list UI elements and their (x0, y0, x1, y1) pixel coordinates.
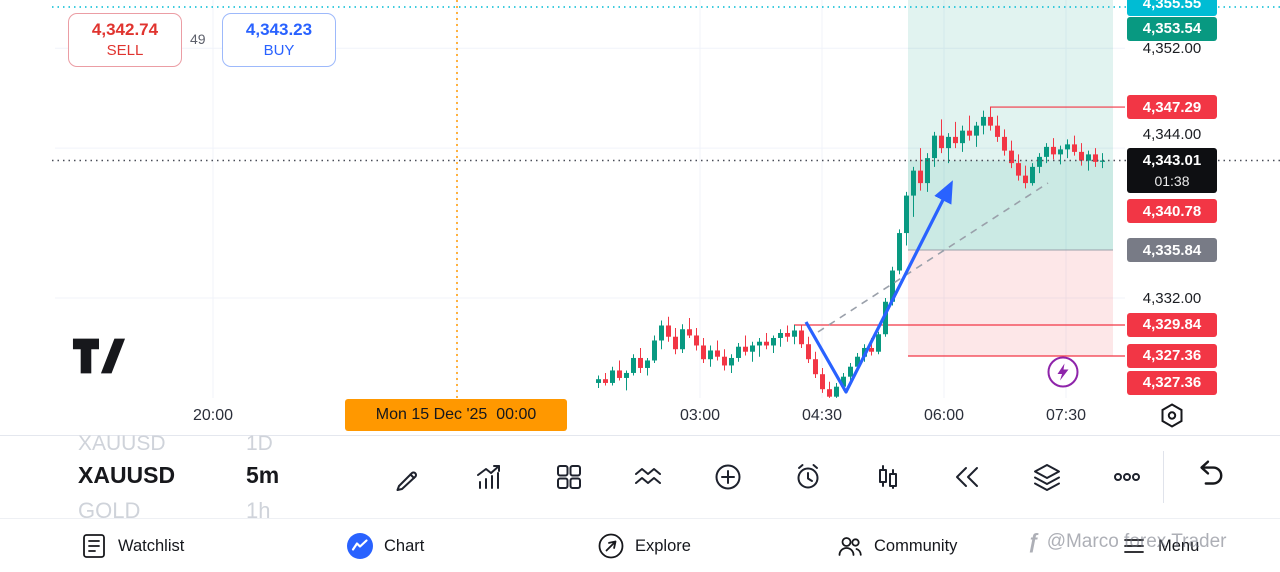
sell-label: SELL (106, 42, 144, 60)
community-icon (838, 537, 862, 556)
chart-icon (347, 533, 373, 559)
watchlist-icon (83, 534, 105, 558)
divider (0, 435, 1280, 436)
explore-icon (598, 533, 624, 559)
undo-icon[interactable] (1192, 458, 1226, 497)
nav-explore[interactable]: Explore (597, 532, 691, 560)
date-marker[interactable]: Mon 15 Dec '25 00:00 (345, 399, 567, 431)
symbol-name: XAUUSD (78, 462, 176, 488)
interval-label: 5m (246, 462, 280, 488)
time-label: 03:00 (679, 407, 721, 424)
chart-type-icon[interactable] (472, 460, 506, 494)
time-label: 06:00 (923, 407, 965, 424)
draw-icon[interactable] (392, 460, 426, 494)
axis-settings-icon[interactable] (1157, 401, 1187, 436)
nav-chart[interactable]: Chart (346, 532, 424, 560)
tradingview-logo-icon (72, 336, 126, 381)
divider (1163, 451, 1164, 503)
time-label: 04:30 (801, 407, 843, 424)
chart-toolbar (386, 449, 1150, 505)
object-tree-layers-icon[interactable] (1030, 460, 1064, 494)
add-icon[interactable] (711, 460, 745, 494)
time-label: 20:00 (192, 407, 234, 424)
compare-candles-icon[interactable] (871, 460, 905, 494)
layouts-grid-icon[interactable] (552, 460, 586, 494)
sell-price: 4,342.74 (91, 20, 159, 40)
symbol-name: XAUUSD (78, 432, 166, 455)
indicators-icon[interactable] (631, 460, 665, 494)
nav-community[interactable]: Community (836, 532, 957, 560)
symbol-row-previous[interactable]: XAUUSD 1D (78, 432, 273, 456)
nav-label: Explore (635, 536, 691, 555)
price-chart[interactable] (0, 0, 1280, 436)
sell-button[interactable]: 4,342.74 SELL (68, 13, 182, 67)
buy-price: 4,343.23 (245, 20, 313, 40)
menu-icon (1124, 539, 1144, 553)
interval-label: 1D (246, 432, 273, 455)
nav-menu[interactable]: Menu (1120, 532, 1199, 560)
quick-trade-lightning-icon[interactable] (1046, 355, 1080, 394)
nav-label: Watchlist (118, 536, 185, 555)
bottom-navigation: Watchlist Chart Explore Community Menu (0, 518, 1280, 572)
time-label: 07:30 (1045, 407, 1087, 424)
nav-label: Menu (1158, 536, 1200, 555)
nav-label: Community (874, 536, 958, 555)
alerts-clock-icon[interactable] (791, 460, 825, 494)
buy-label: BUY (263, 42, 295, 60)
nav-label: Chart (384, 536, 425, 555)
spread-value: 49 (190, 31, 206, 47)
replay-rewind-icon[interactable] (950, 460, 984, 494)
buy-button[interactable]: 4,343.23 BUY (222, 13, 336, 67)
symbol-row-active[interactable]: XAUUSD 5m (78, 462, 279, 489)
nav-watchlist[interactable]: Watchlist (80, 532, 184, 560)
more-options-icon[interactable] (1110, 460, 1144, 494)
